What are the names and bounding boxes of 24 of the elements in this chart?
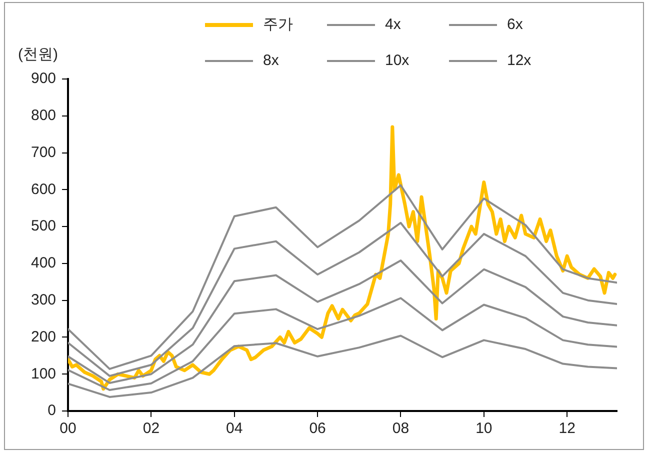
- y-tick-label: 100: [30, 365, 56, 382]
- y-tick-label: 0: [48, 402, 56, 420]
- legend-label: 10x: [385, 52, 410, 70]
- y-tick-label: 300: [30, 291, 56, 308]
- x-tick-label: 08: [392, 420, 410, 438]
- y-tick-label: 800: [30, 107, 56, 124]
- y-axis-title: (천원): [18, 46, 58, 64]
- y-tick-label: 400: [30, 254, 56, 272]
- legend-label: 8x: [263, 52, 280, 70]
- y-tick-label: 500: [30, 218, 56, 235]
- x-tick-label: 02: [142, 420, 160, 438]
- y-tick-label: 600: [30, 180, 56, 198]
- x-tick-label: 04: [226, 420, 243, 438]
- legend-label: 4x: [385, 16, 402, 34]
- x-tick-label: 00: [60, 420, 76, 438]
- x-tick-label: 10: [476, 420, 492, 438]
- y-tick-label: 700: [30, 144, 56, 161]
- y-tick-label: 900: [30, 70, 56, 88]
- legend-label: 12x: [507, 52, 532, 70]
- x-tick-label: 12: [558, 420, 576, 438]
- x-tick-label: 06: [309, 420, 326, 438]
- legend-label: 주가: [263, 16, 293, 34]
- legend-label: 6x: [507, 16, 524, 34]
- y-tick-label: 200: [30, 328, 56, 346]
